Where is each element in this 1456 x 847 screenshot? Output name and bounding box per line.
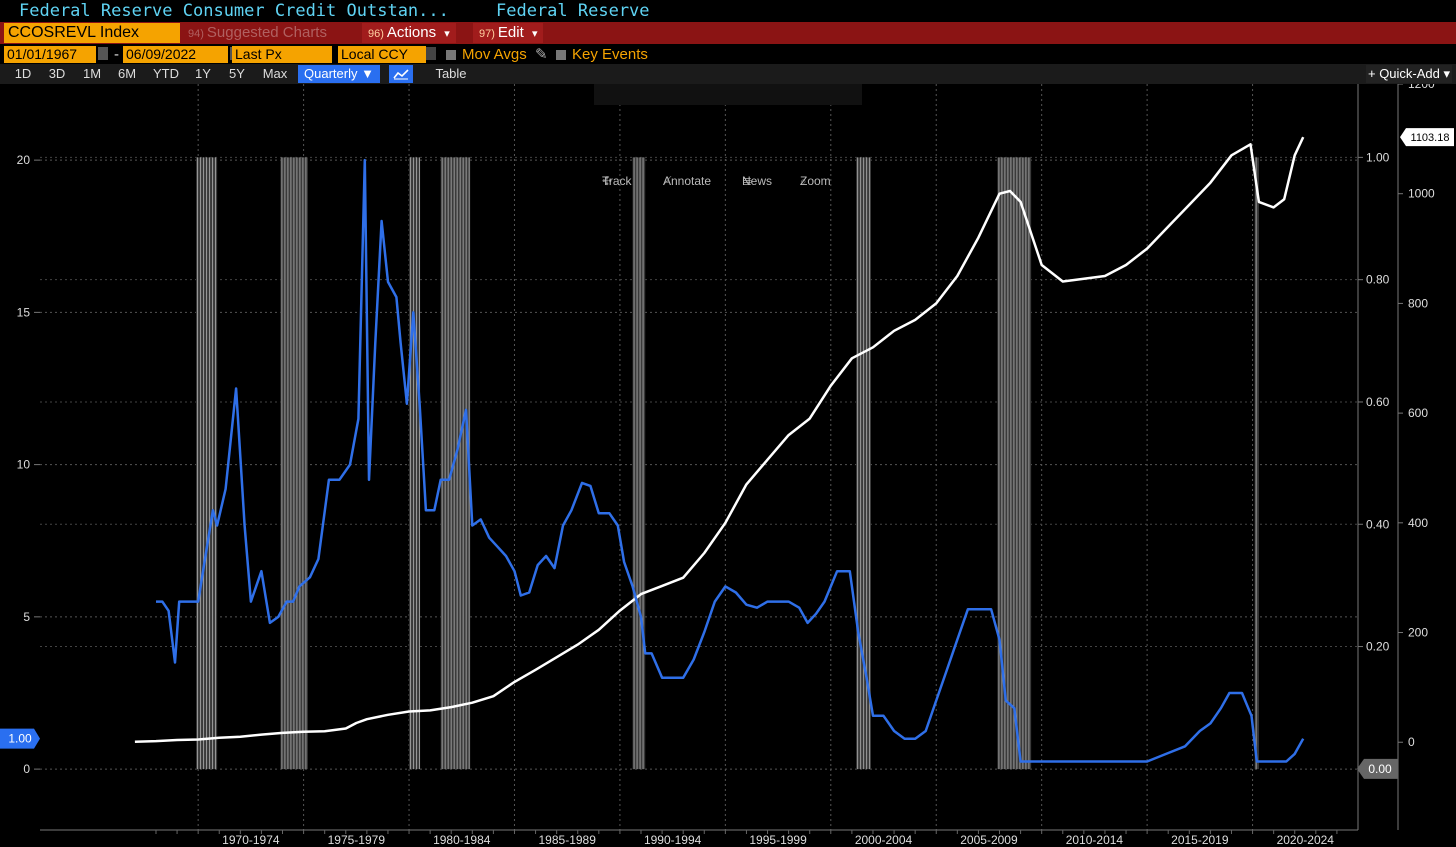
range-3d[interactable]: 3D bbox=[48, 66, 66, 81]
right-inner-tick-label: 0.60 bbox=[1366, 395, 1390, 409]
left-tick-label: 15 bbox=[17, 305, 31, 319]
suggested-label: Suggested Charts bbox=[206, 24, 327, 41]
right-inner-tick-label: 1.00 bbox=[1366, 150, 1390, 164]
recession-band bbox=[1254, 157, 1259, 770]
blue-left-label: 1.00 bbox=[8, 732, 32, 746]
currency-select[interactable]: Local CCY bbox=[338, 46, 426, 63]
source-label: Federal Reserve bbox=[496, 1, 650, 21]
range-5y[interactable]: 5Y bbox=[229, 66, 245, 81]
annotate-label: Annotate bbox=[663, 174, 712, 188]
left-tick-label: 10 bbox=[17, 458, 31, 472]
price-chart[interactable]: 0 5 10 15 20 0.00 0.20 0.40 0.60 0.80 1.00 0 200 400 6… bbox=[0, 84, 1456, 847]
right-outer-tick-label: 400 bbox=[1408, 516, 1428, 530]
right-inner-tick-label: 0.80 bbox=[1366, 273, 1390, 287]
left-tick-label: 5 bbox=[23, 610, 30, 624]
x-tick-label: 1980-1984 bbox=[433, 833, 491, 847]
range-1d[interactable]: 1D bbox=[14, 66, 32, 81]
right-inner-tick-label: 0.40 bbox=[1366, 517, 1390, 531]
security-title: Federal Reserve Consumer Credit Outstan.… bbox=[19, 1, 449, 21]
last-value-badge bbox=[1400, 128, 1454, 147]
range-1y[interactable]: 1Y bbox=[195, 66, 211, 81]
ticker-input[interactable]: CCOSREVL Index bbox=[4, 23, 180, 43]
recession-band bbox=[409, 157, 420, 770]
zero-value-label: 0.00 bbox=[1368, 762, 1392, 776]
table-button[interactable]: Table bbox=[435, 66, 467, 81]
right-outer-tick-label: 600 bbox=[1408, 406, 1428, 420]
left-tick-label: 20 bbox=[17, 153, 31, 167]
mov-avgs-label: Mov Avgs bbox=[462, 46, 527, 63]
edit-num: 97) bbox=[479, 28, 495, 40]
zoom-icon: ⌕ bbox=[800, 174, 807, 188]
x-tick-label: 1970-1974 bbox=[222, 833, 280, 847]
range-1m[interactable]: 1M bbox=[82, 66, 102, 81]
checkbox-icon bbox=[446, 50, 456, 61]
news-label: News bbox=[742, 174, 773, 188]
price-field-select[interactable]: Last Px bbox=[232, 46, 332, 63]
right-outer-tick-label: 0 bbox=[1408, 735, 1415, 749]
right-outer-tick-label: 200 bbox=[1408, 626, 1428, 640]
zoom-label: Zoom bbox=[800, 174, 831, 188]
x-tick-label: 2010-2014 bbox=[1066, 833, 1124, 847]
range-bar bbox=[0, 64, 1456, 84]
blue-left-badge bbox=[0, 728, 40, 749]
edit-button[interactable]: 97) Edit ▾ bbox=[473, 23, 544, 43]
x-tick-label: 2020-2024 bbox=[1277, 833, 1335, 847]
x-tick-label: 1995-1999 bbox=[749, 833, 807, 847]
right-outer-tick-label: 1000 bbox=[1408, 187, 1435, 201]
checkbox-icon bbox=[556, 50, 566, 61]
chevron-down-icon: ▾ bbox=[444, 28, 450, 40]
zero-value-badge bbox=[1357, 758, 1398, 779]
pencil-icon: ⟋ bbox=[663, 174, 672, 188]
right-inner-tick-label: 0.20 bbox=[1366, 640, 1390, 654]
mov-avgs-toggle[interactable]: Mov Avgs ✎ bbox=[446, 45, 548, 64]
chevron-down-icon[interactable] bbox=[426, 47, 436, 60]
right-outer-tick-label: 800 bbox=[1408, 296, 1428, 310]
chart-toolbar bbox=[594, 84, 862, 105]
end-date-field[interactable]: 06/09/2022 bbox=[123, 46, 228, 63]
edit-label: Edit bbox=[497, 24, 524, 41]
range-max[interactable]: Max bbox=[262, 66, 288, 81]
actions-label: Actions bbox=[386, 24, 437, 41]
x-tick-label: 1975-1979 bbox=[328, 833, 386, 847]
white-series-line bbox=[134, 136, 1305, 743]
suggested-num: 94) bbox=[188, 28, 204, 40]
crosshair-icon: ✣ bbox=[602, 174, 613, 188]
blue-series-line bbox=[156, 158, 1305, 763]
x-tick-label: 2000-2004 bbox=[855, 833, 913, 847]
date-separator: - bbox=[114, 46, 119, 63]
x-tick-label: 1985-1989 bbox=[539, 833, 597, 847]
track-label: Track bbox=[602, 174, 632, 188]
range-6m[interactable]: 6M bbox=[117, 66, 137, 81]
x-tick-label: 1990-1994 bbox=[644, 833, 702, 847]
right-outer-tick-label: 1200 bbox=[1408, 84, 1435, 91]
range-ytd[interactable]: YTD bbox=[153, 66, 179, 81]
x-tick-label: 2005-2009 bbox=[960, 833, 1018, 847]
chevron-down-icon: ▾ bbox=[531, 28, 538, 40]
news-icon: ≣ bbox=[742, 174, 753, 188]
line-chart-icon[interactable] bbox=[389, 65, 413, 83]
suggested-charts-button[interactable]: 94) Suggested Charts bbox=[188, 23, 327, 43]
pencil-icon[interactable]: ✎ bbox=[534, 46, 548, 63]
x-tick-label: 2015-2019 bbox=[1171, 833, 1229, 847]
key-events-label: Key Events bbox=[572, 46, 648, 63]
left-tick-label: 0 bbox=[23, 762, 30, 776]
quick-add-button[interactable]: + Quick-Add ▾ bbox=[1366, 65, 1452, 83]
calendar-icon[interactable] bbox=[98, 47, 108, 60]
actions-button[interactable]: 96) Actions ▾ bbox=[362, 23, 456, 43]
frequency-select[interactable]: Quarterly ▼ bbox=[298, 65, 380, 83]
start-date-field[interactable]: 01/01/1967 bbox=[4, 46, 96, 63]
last-value-label: 1103.18 bbox=[1411, 132, 1450, 144]
plot-area bbox=[40, 84, 1358, 830]
key-events-toggle[interactable]: Key Events bbox=[556, 45, 648, 64]
title-bar: Federal Reserve Consumer Credit Outstan.… bbox=[0, 0, 1456, 22]
actions-num: 96) bbox=[368, 28, 384, 40]
